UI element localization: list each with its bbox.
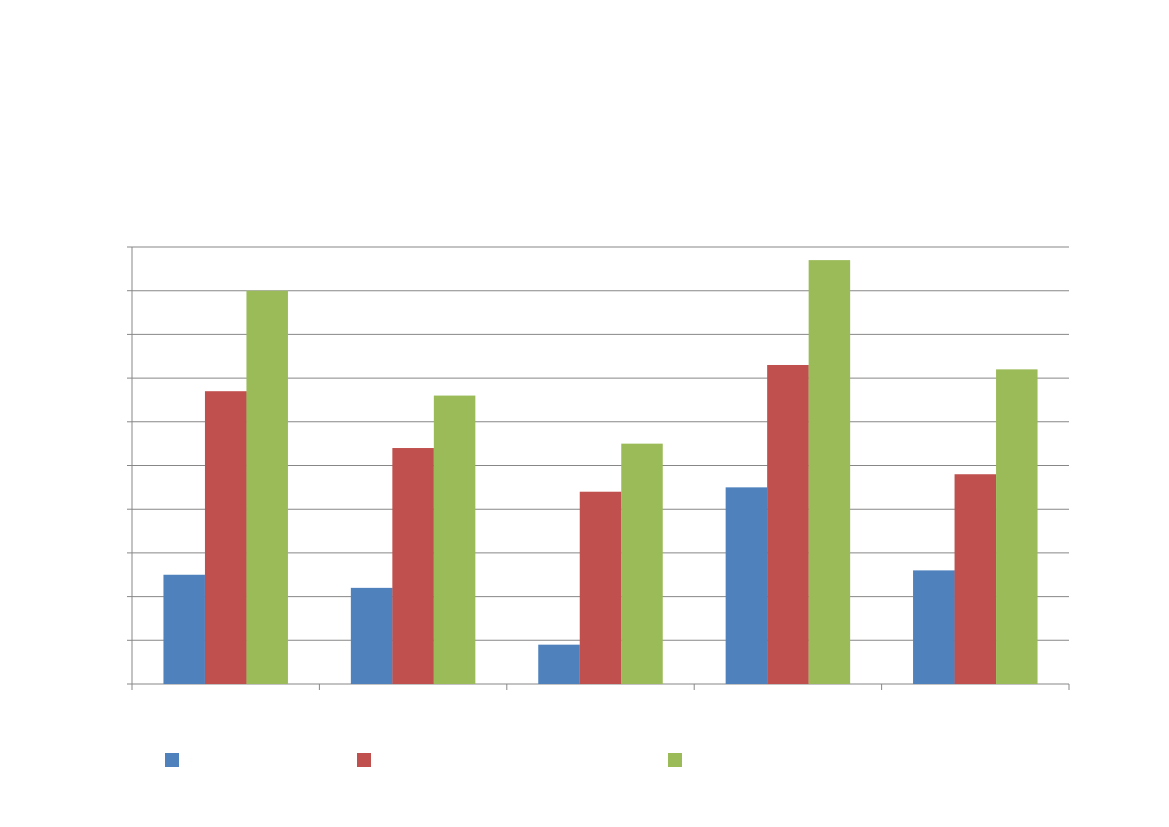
bar [954, 474, 997, 684]
bar [246, 290, 288, 684]
bar [808, 260, 851, 684]
legend-swatch [668, 753, 682, 767]
bar [204, 391, 247, 684]
bar [163, 574, 205, 684]
bar [433, 395, 476, 684]
bar [996, 369, 1038, 684]
legend-swatch [357, 753, 371, 767]
bar [725, 487, 768, 684]
bar [350, 587, 393, 684]
bar [621, 443, 663, 684]
bar [767, 364, 809, 684]
legend-swatch [165, 753, 179, 767]
bar [913, 570, 955, 684]
bar [538, 644, 580, 684]
bar [392, 448, 434, 684]
bar [579, 491, 622, 684]
